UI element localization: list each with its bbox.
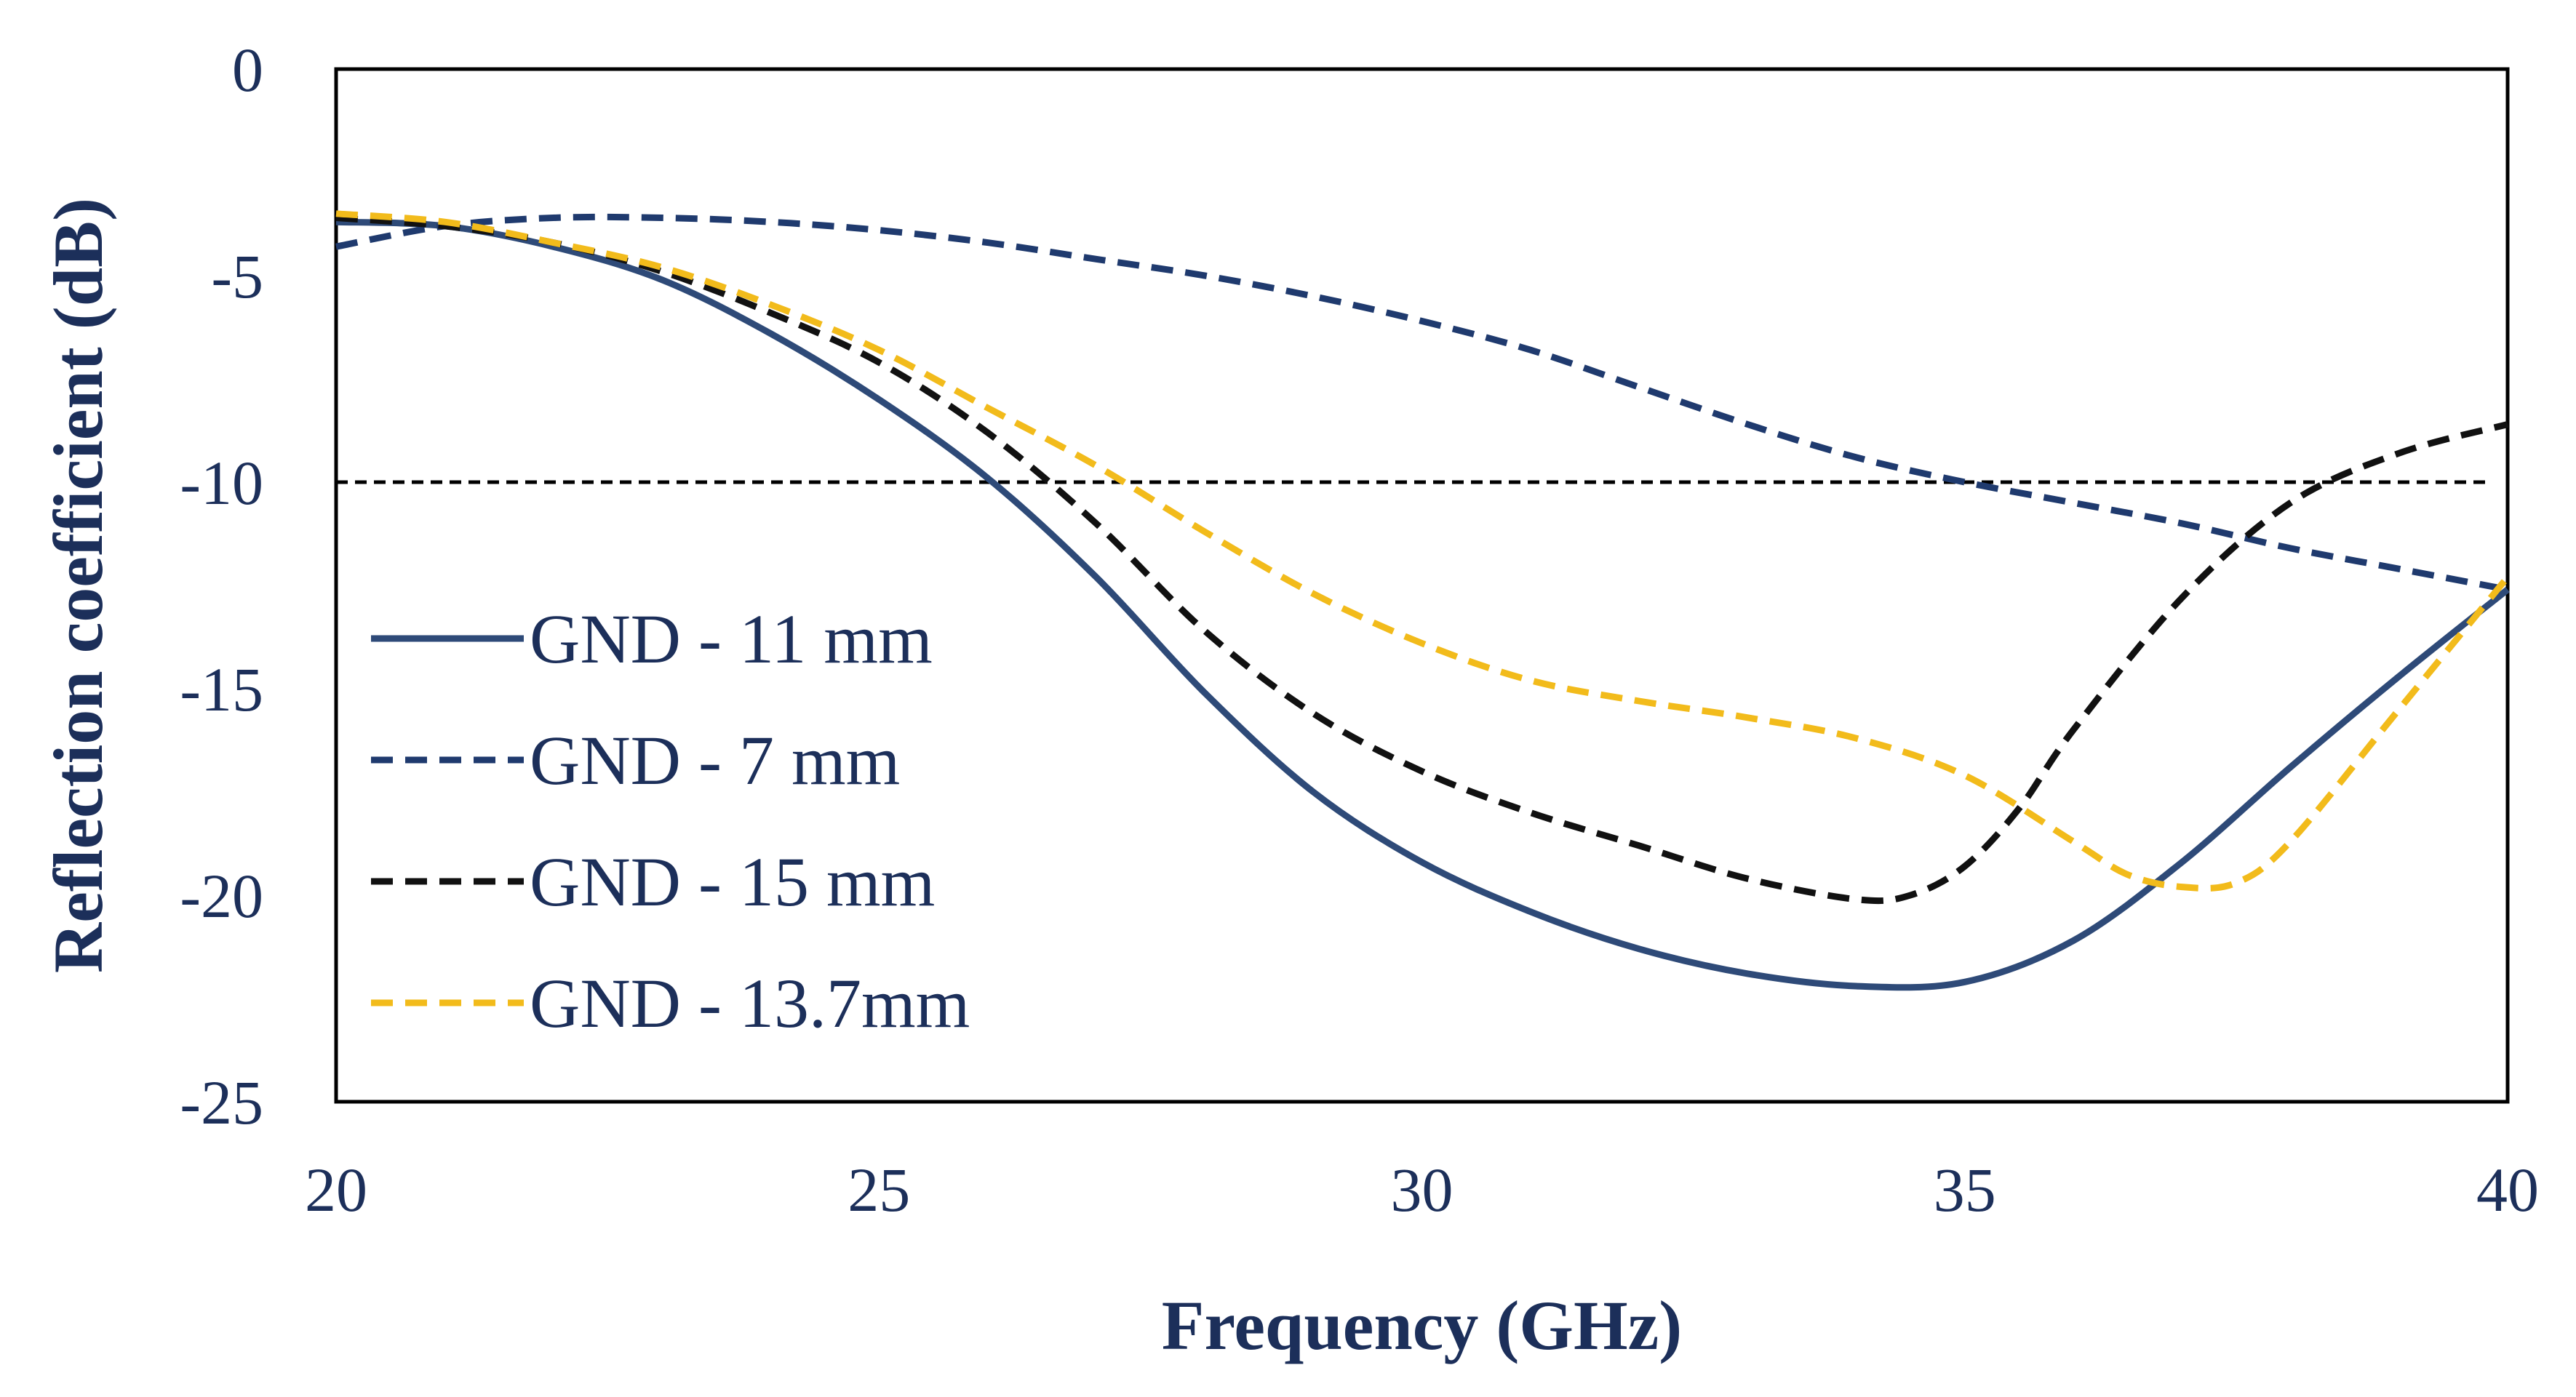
legend-label-1: GND - 11 mm xyxy=(530,600,933,678)
series-line-1 xyxy=(335,218,2510,991)
y-tick-label: -10 xyxy=(180,448,263,518)
y-tick-labels: 0 -5 -10 -15 -20 -25 xyxy=(180,35,263,1137)
series-line-2 xyxy=(335,213,2508,593)
y-tick-label: 0 xyxy=(232,35,263,105)
legend: GND - 11 mm GND - 7 mm GND - 15 mm GND - 13… xyxy=(371,600,970,1042)
plot-area xyxy=(334,67,2510,1104)
x-tick-label: 20 xyxy=(305,1155,367,1225)
legend-label-4: GND - 13.7mm xyxy=(530,964,970,1042)
y-tick-label: -25 xyxy=(180,1068,263,1137)
x-tick-label: 30 xyxy=(1391,1155,1454,1225)
y-tick-label: -5 xyxy=(211,241,263,311)
x-tick-label: 40 xyxy=(2476,1155,2539,1225)
series-group xyxy=(335,210,2511,991)
legend-label-2: GND - 7 mm xyxy=(530,721,900,799)
y-tick-label: -15 xyxy=(180,655,263,724)
legend-label-3: GND - 15 mm xyxy=(530,843,935,921)
y-axis-title: Reflection coefficient (dB) xyxy=(39,198,117,973)
x-axis-title: Frequency (GHz) xyxy=(1162,1286,1682,1364)
x-tick-labels: 20 25 30 35 40 xyxy=(305,1155,2539,1225)
y-tick-label: -20 xyxy=(180,861,263,931)
x-tick-label: 25 xyxy=(848,1155,910,1225)
series-line-3 xyxy=(335,215,2509,905)
x-tick-label: 35 xyxy=(1934,1155,1996,1225)
